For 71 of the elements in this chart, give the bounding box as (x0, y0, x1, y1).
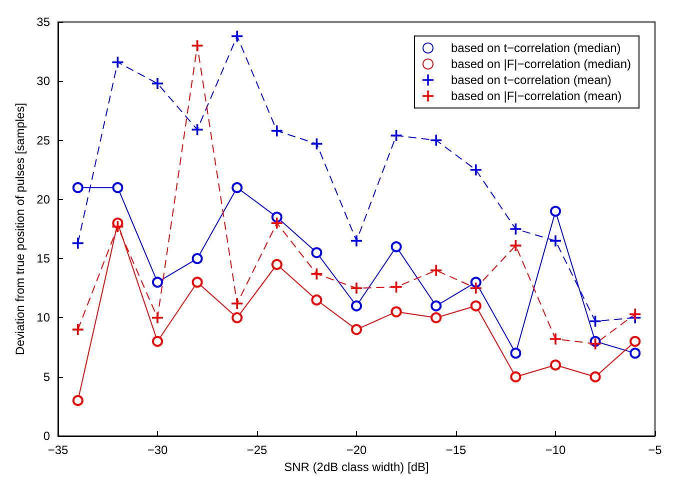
y-tick-label: 10 (36, 310, 50, 325)
y-tick-label: 15 (36, 252, 50, 266)
y-tick-label: 5 (43, 370, 50, 384)
x-tick-label: −10 (545, 443, 566, 457)
point (550, 334, 561, 345)
point (630, 336, 641, 347)
x-axis-title: SNR (2dB class width) [dB] (284, 460, 429, 474)
point (550, 206, 561, 217)
point (390, 130, 402, 142)
point (470, 164, 482, 176)
point (311, 268, 322, 280)
point (510, 348, 522, 359)
point (271, 125, 282, 136)
y-tick-label: 25 (36, 133, 50, 148)
legend-label: based on |F|−correlation (mean) (451, 89, 622, 103)
point (550, 235, 561, 246)
point (152, 336, 163, 347)
y-tick-label: 30 (36, 74, 50, 88)
point (430, 300, 442, 312)
point (311, 294, 322, 306)
point (311, 247, 322, 258)
point (351, 235, 362, 246)
point (430, 264, 442, 276)
point (152, 276, 163, 288)
point (192, 253, 203, 264)
point (590, 371, 601, 382)
point (271, 218, 282, 229)
point (510, 224, 522, 234)
point (112, 221, 124, 232)
y-tick-label: 20 (36, 192, 50, 206)
point (232, 30, 243, 42)
point (390, 306, 402, 318)
point (72, 182, 84, 194)
x-tick-label: −5 (648, 443, 662, 457)
y-axis-title: Deviation from true position of pulses [samples] (12, 102, 27, 356)
point (232, 182, 243, 194)
x-tick-label: −20 (346, 443, 367, 457)
point (470, 282, 482, 294)
point (271, 258, 282, 270)
point (430, 134, 442, 146)
point (152, 312, 163, 324)
legend-label: based on t−correlation (median) (451, 41, 621, 55)
point (470, 300, 482, 312)
y-tick-label: 35 (36, 15, 50, 29)
point (510, 240, 522, 252)
y-tick-label: 0 (43, 429, 50, 443)
point (72, 395, 84, 406)
point (550, 360, 561, 371)
point (630, 348, 641, 359)
x-tick-label: −25 (246, 443, 268, 457)
point (152, 78, 163, 90)
point (390, 241, 402, 252)
point (192, 124, 203, 136)
point (351, 300, 362, 312)
point (192, 276, 203, 288)
point (351, 282, 362, 294)
legend-label: based on t−correlation (mean) (451, 73, 612, 87)
point (351, 324, 362, 336)
point (510, 371, 522, 382)
point (112, 182, 124, 194)
point (630, 308, 641, 320)
point (390, 281, 402, 292)
point (232, 298, 243, 310)
legend-label: based on |F|−correlation (median) (451, 57, 632, 71)
x-tick-label: −35 (48, 443, 68, 457)
x-tick-label: −15 (446, 443, 466, 457)
point (430, 312, 442, 324)
point (72, 324, 84, 336)
x-tick-label: −30 (147, 443, 168, 457)
point (232, 312, 243, 324)
point (72, 238, 84, 249)
